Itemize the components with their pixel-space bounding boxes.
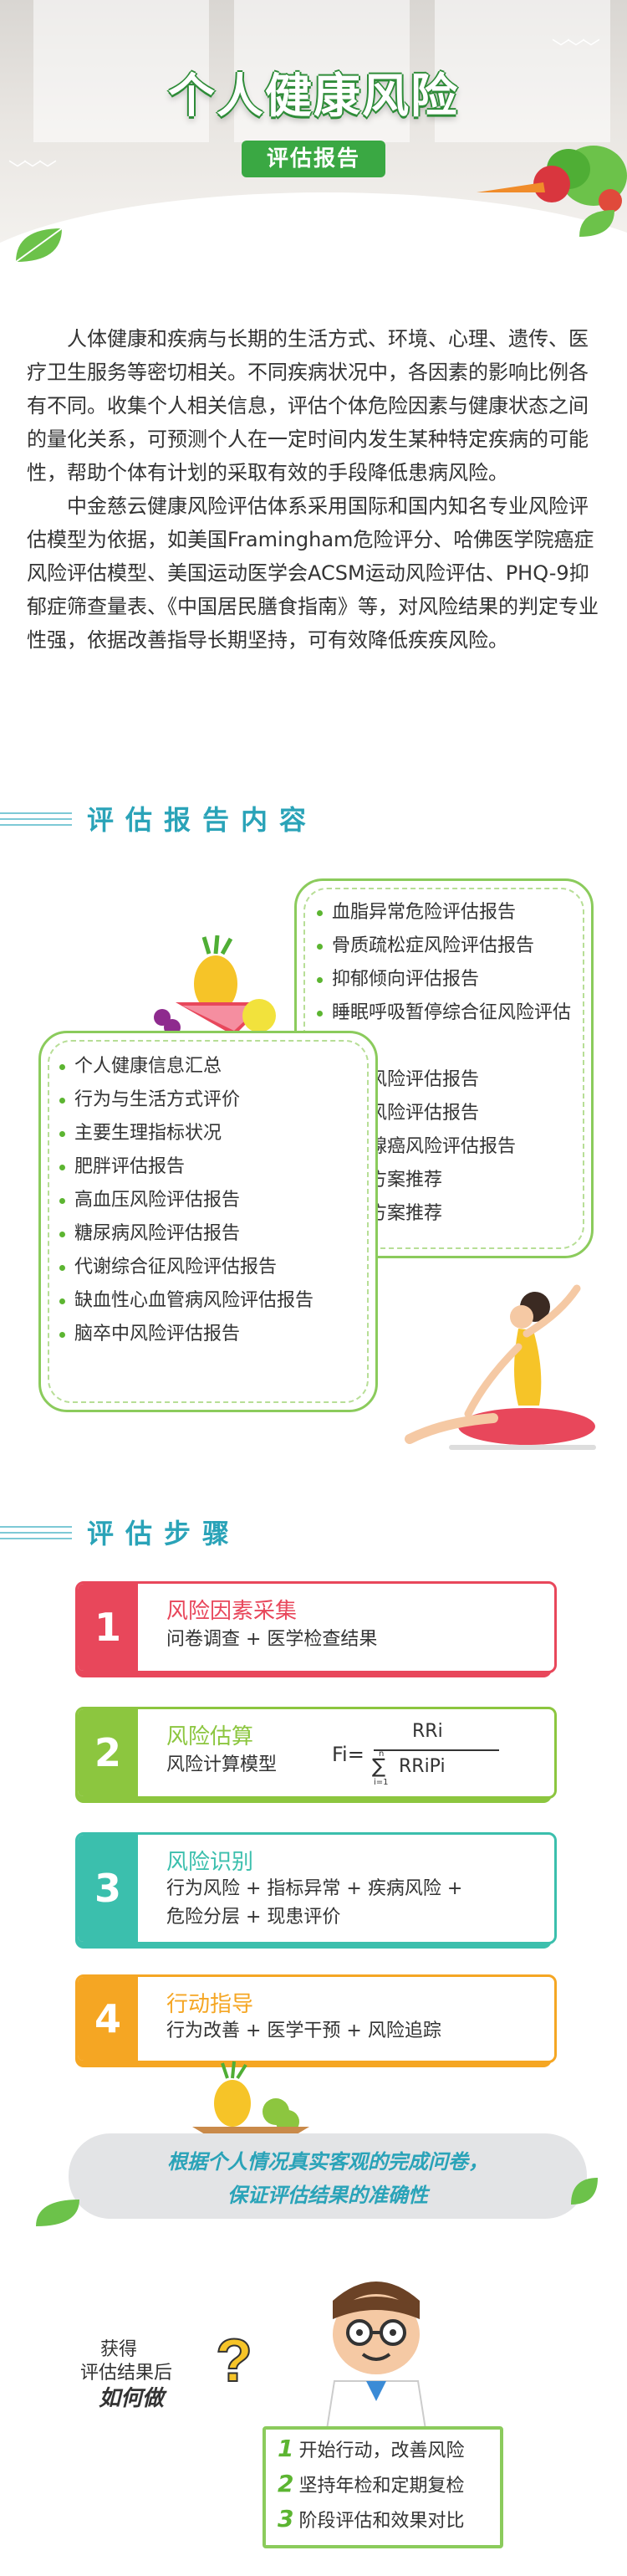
risk-formula: Fi= RRi n ∑ i=1 RRiPi [332,1721,516,1788]
window-decoration [234,0,410,142]
formula-lhs: Fi= [332,1743,364,1766]
step-title: 风险识别 [166,1850,254,1875]
action-item: 2 坚持年检和定期复检 [278,2470,465,2497]
formula-sum-top: n [379,1749,385,1759]
note-bubble: 根据个人情况真实客观的完成问卷， 保证评估结果的准确性 [69,2133,587,2219]
question-line: 如何做 [99,2386,165,2411]
question-line: 评估结果后 [80,2363,173,2384]
leaf-icon [571,2178,598,2205]
svg-text:?: ? [216,2328,252,2393]
action-text: 开始行动，改善风险 [298,2440,465,2461]
intro-paragraph: 人体健康和疾病与长期的生活方式、环境、心理、遗传、医疗卫生服务等密切相关。不同疾… [27,327,589,484]
step-number: 2 [78,1709,138,1796]
section-header-report: 评估报告内容 [0,799,627,841]
report-box-left: 个人健康信息汇总 行为与生活方式评价 主要生理指标状况 肥胖评估报告 高血压风险… [38,1031,378,1412]
step-card-3: 3 风险识别 行为风险 + 指标异常 + 疾病风险 + 危险分层 + 现患评价 [75,1832,557,1944]
formula-numerator: RRi [412,1721,443,1742]
fruit-basket-icon [154,935,276,1036]
leaf-icon [579,210,614,237]
action-number: 3 [278,2505,294,2532]
list-item: 缺血性心血管病风险评估报告 [59,1284,360,1318]
action-text: 阶段评估和效果对比 [298,2511,465,2532]
step-number: 1 [78,1584,138,1671]
list-item: 血脂异常危险评估报告 [317,896,576,930]
section-title: 评估报告内容 [87,804,319,836]
step-card-2: 2 风险估算 风险计算模型 Fi= RRi n ∑ i=1 RRiPi [75,1707,557,1799]
action-item: 3 阶段评估和效果对比 [278,2505,465,2532]
step-desc: 行为改善 + 医学干预 + 风险追踪 [166,2020,441,2041]
list-item: 抑郁倾向评估报告 [317,963,576,996]
step-title: 风险因素采集 [166,1599,298,1624]
formula-fraction-bar [374,1749,499,1751]
formula-sum-bottom: i=1 [374,1778,389,1787]
action-number: 2 [278,2470,294,2497]
step-title: 风险估算 [166,1724,254,1749]
section-title: 评估步骤 [87,1518,242,1549]
step-desc: 风险计算模型 [166,1754,278,1775]
report-box-inner [48,1040,369,1403]
leaf-icon [15,228,63,263]
section-lines [0,1526,72,1543]
list-item: 脑卒中风险评估报告 [59,1318,360,1351]
list-item: 代谢综合征风险评估报告 [59,1251,360,1284]
list-item: 行为与生活方式评价 [59,1083,360,1117]
list-item: 糖尿病风险评估报告 [59,1217,360,1251]
step-number: 3 [78,1835,138,1942]
list-item: 骨质疏松症风险评估报告 [317,930,576,963]
page-subtitle: 评估报告 [242,141,385,177]
vegetables-icon [477,146,627,213]
step-card-4: 4 行动指导 行为改善 + 医学干预 + 风险追踪 [75,1974,557,2063]
step-desc: 危险分层 + 现患评价 [166,1907,341,1928]
fruit-basket-icon [192,2061,309,2142]
zigzag-icon: ﹀﹀﹀ [552,38,600,59]
intro-paragraph: 中金慈云健康风险评估体系采用国际和国内知名专业风险评估模型为依据，如美国Fram… [27,494,599,652]
section-header-steps: 评估步骤 [0,1513,627,1554]
zigzag-icon: ﹀﹀﹀ [8,160,57,181]
action-text: 坚持年检和定期复检 [298,2476,465,2497]
hero-banner: ﹀﹀﹀ ﹀﹀﹀ [0,0,627,276]
step-desc: 行为风险 + 指标异常 + 疾病风险 + [166,1878,463,1899]
step-number: 4 [78,1977,138,2061]
formula-sum: ∑ [372,1754,386,1778]
action-number: 1 [278,2435,294,2462]
question-mark-icon: ? [215,2327,253,2393]
window-decoration [435,0,610,142]
page-title: 个人健康风险 [168,69,459,124]
doctor-icon [324,2282,428,2435]
list-item: 肥胖评估报告 [59,1150,360,1184]
step-desc: 问卷调查 + 医学检查结果 [166,1629,378,1650]
question-line: 获得 [100,2339,138,2360]
leaf-icon [36,2200,79,2226]
note-line: 保证评估结果的准确性 [227,2184,428,2207]
yoga-woman-icon [405,1284,596,1450]
action-item: 1 开始行动，改善风险 [278,2435,465,2462]
list-item: 主要生理指标状况 [59,1117,360,1150]
list-item: 个人健康信息汇总 [59,1050,360,1083]
list-item: 高血压风险评估报告 [59,1184,360,1217]
section-lines [0,812,72,829]
step-card-1: 1 风险因素采集 问卷调查 + 医学检查结果 [75,1581,557,1673]
step-title: 行动指导 [166,1992,254,2017]
formula-denominator: RRiPi [399,1756,446,1777]
note-line: 根据个人情况真实客观的完成问卷， [167,2150,488,2174]
action-card: 1 开始行动，改善风险 2 坚持年检和定期复检 3 阶段评估和效果对比 [263,2426,503,2548]
report-list-left: 个人健康信息汇总 行为与生活方式评价 主要生理指标状况 肥胖评估报告 高血压风险… [59,1050,360,1351]
window-decoration [33,0,209,142]
intro-text: 人体健康和疾病与长期的生活方式、环境、心理、遗传、医疗卫生服务等密切相关。不同疾… [27,322,600,657]
